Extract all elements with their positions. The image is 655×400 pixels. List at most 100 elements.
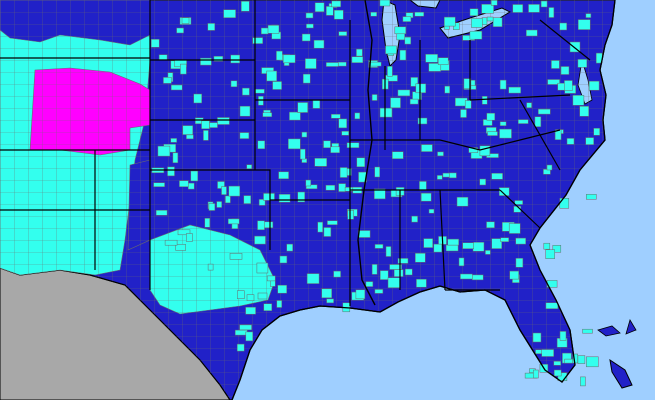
cyan-county-patch [436, 175, 443, 180]
cyan-county-patch [580, 376, 586, 387]
cyan-county-patch [175, 244, 186, 251]
bahamas-islands [597, 319, 637, 337]
cyan-county-patch [390, 97, 401, 109]
cyan-county-patch [266, 70, 277, 82]
cyan-county-patch [272, 81, 282, 90]
cyan-county-patch [514, 200, 523, 205]
cyan-county-patch [193, 93, 202, 104]
cyan-county-patch [323, 227, 332, 237]
cyan-county-patch [167, 166, 175, 177]
cyan-county-patch [485, 250, 491, 255]
cyan-county-patch [517, 119, 529, 124]
cyan-county-patch [263, 193, 275, 201]
cyan-county-patch [354, 112, 361, 120]
cyan-county-patch [471, 18, 483, 28]
cyan-county-patch [257, 220, 265, 231]
cyan-county-patch [379, 270, 389, 280]
cyan-county-patch [339, 167, 348, 178]
cyan-county-patch [306, 273, 320, 284]
cyan-county-patch [551, 60, 560, 69]
cyan-county-patch [491, 173, 503, 180]
cyan-county-patch [258, 199, 266, 206]
cyan-county-patch [221, 186, 227, 195]
cyan-county-patch [540, 0, 548, 8]
cyan-county-patch [327, 220, 338, 225]
cyan-county-patch [486, 221, 495, 229]
cyan-county-patch [508, 86, 521, 94]
cyan-county-patch [385, 246, 392, 257]
cyan-county-patch [170, 84, 183, 91]
cyan-county-patch [263, 303, 273, 311]
cyan-county-patch [204, 218, 211, 228]
florida-keys [609, 358, 633, 389]
cyan-county-patch [180, 63, 187, 75]
cyan-county-patch [314, 158, 327, 167]
cyan-county-patch [182, 125, 194, 135]
cyan-county-patch [471, 274, 484, 281]
cyan-county-patch [207, 23, 216, 31]
cyan-county-patch [163, 77, 172, 84]
cyan-county-patch [509, 270, 519, 280]
cyan-county-patch [415, 83, 427, 94]
cyan-county-patch [579, 106, 589, 117]
cyan-county-patch [423, 238, 433, 248]
cyan-county-patch [379, 107, 393, 118]
cyan-county-patch [548, 7, 555, 18]
cyan-county-patch [371, 264, 378, 275]
cyan-county-patch [374, 166, 380, 178]
cyan-county-patch [338, 31, 348, 36]
cyan-county-patch [385, 45, 397, 55]
cyan-county-patch [394, 26, 407, 35]
cyan-county-patch [305, 184, 318, 190]
cyan-county-patch [577, 355, 586, 364]
cyan-county-patch [399, 49, 407, 61]
cyan-county-patch [313, 39, 325, 49]
cyan-county-patch [458, 257, 465, 267]
cyan-county-patch [499, 121, 507, 126]
cyan-county-patch [460, 273, 473, 280]
cyan-county-patch [305, 58, 317, 69]
cyan-county-patch [405, 268, 413, 276]
cyan-county-patch [246, 164, 252, 169]
cyan-county-patch [541, 349, 554, 357]
cyan-county-patch [552, 245, 562, 253]
cyan-county-patch [417, 117, 428, 125]
cyan-county-patch [203, 130, 209, 141]
cyan-county-patch [261, 27, 269, 35]
cyan-county-patch [186, 134, 194, 140]
cyan-county-patch [245, 306, 256, 315]
cyan-county-patch [564, 358, 573, 364]
cyan-county-patch [479, 178, 486, 186]
cyan-county-patch [158, 54, 168, 60]
cyan-county-patch [585, 13, 592, 18]
cyan-county-patch [512, 4, 524, 13]
cyan-county-patch [437, 151, 444, 157]
cyan-county-patch [499, 79, 507, 90]
cyan-county-patch [444, 85, 450, 94]
cyan-county-patch [300, 148, 306, 160]
cyan-county-patch [462, 242, 474, 249]
cyan-county-patch [463, 78, 472, 89]
cyan-county-patch [208, 203, 216, 211]
cyan-county-patch [223, 9, 236, 18]
cyan-county-patch [355, 289, 366, 300]
cyan-county-patch [456, 196, 469, 207]
cyan-county-patch [559, 331, 567, 341]
cyan-county-patch [312, 100, 321, 109]
cyan-county-patch [301, 131, 308, 138]
state-border [499, 189, 541, 229]
cyan-county-patch [528, 4, 540, 13]
cyan-county-patch [500, 237, 509, 242]
cyan-county-patch [409, 98, 419, 105]
cyan-county-patch [402, 16, 412, 22]
cyan-county-patch [216, 201, 222, 208]
cyan-county-patch [559, 22, 567, 31]
cyan-county-patch [553, 369, 562, 377]
cyan-county-patch [569, 41, 581, 53]
cyan-county-patch [389, 264, 402, 270]
cyan-county-patch [179, 180, 189, 187]
cyan-county-patch [257, 140, 266, 150]
cyan-county-patch [586, 356, 599, 368]
state-border [439, 189, 446, 291]
cyan-county-patch [255, 88, 265, 94]
